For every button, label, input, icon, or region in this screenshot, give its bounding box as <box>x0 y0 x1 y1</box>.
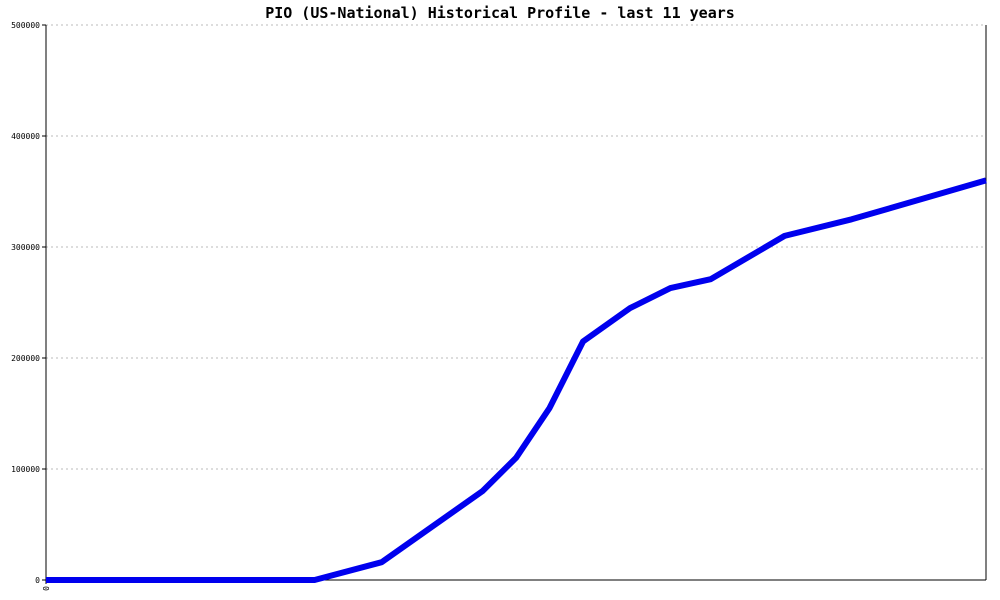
grid <box>46 24 986 470</box>
axes <box>45 25 987 581</box>
x-tick-label: 0 <box>42 586 51 591</box>
y-tick-label: 500000 <box>11 21 40 30</box>
chart-title: PIO (US-National) Historical Profile - l… <box>265 4 735 22</box>
y-tick-label: 300000 <box>11 243 40 252</box>
series-line <box>46 177 987 583</box>
y-tick-label: 100000 <box>11 465 40 474</box>
y-tick-label: 0 <box>35 576 40 585</box>
y-ticks: 0 100000 200000 300000 400000 500000 <box>11 21 46 585</box>
y-tick-label: 200000 <box>11 354 40 363</box>
y-tick-label: 400000 <box>11 132 40 141</box>
series <box>46 177 987 583</box>
